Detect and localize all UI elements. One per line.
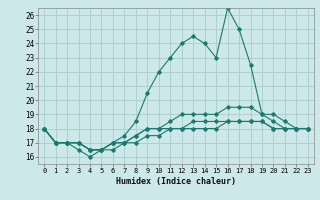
X-axis label: Humidex (Indice chaleur): Humidex (Indice chaleur) [116, 177, 236, 186]
